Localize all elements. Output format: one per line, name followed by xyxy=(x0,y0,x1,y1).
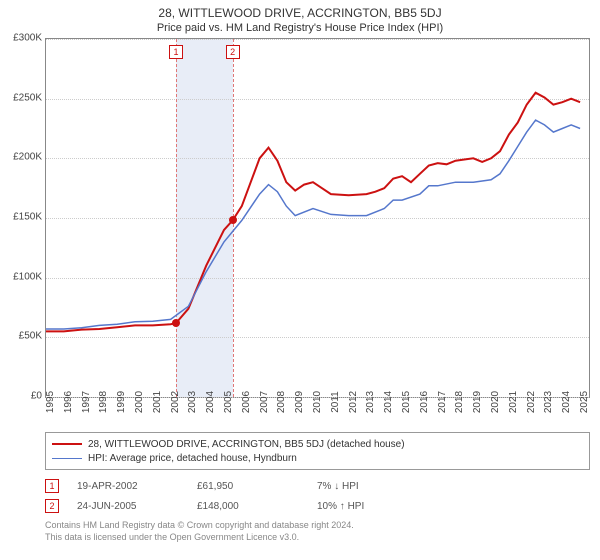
x-tick-label: 2007 xyxy=(259,391,270,413)
sales-row: 2 24-JUN-2005£148,00010% ↑ HPI xyxy=(45,496,590,516)
x-tick-label: 1999 xyxy=(116,391,127,413)
sales-row-date: 24-JUN-2005 xyxy=(77,501,197,512)
sales-row-diff: 10% ↑ HPI xyxy=(317,501,397,512)
x-tick-label: 1996 xyxy=(63,391,74,413)
page-subtitle: Price paid vs. HM Land Registry's House … xyxy=(0,20,600,38)
x-axis: 1995199619971998199920002001200220032004… xyxy=(45,398,590,432)
y-tick-label: £150K xyxy=(0,212,42,223)
legend-label: 28, WITTLEWOOD DRIVE, ACCRINGTON, BB5 5D… xyxy=(88,439,405,450)
footer-line2: This data is licensed under the Open Gov… xyxy=(45,532,590,544)
legend-swatch xyxy=(52,458,82,459)
x-tick-label: 2018 xyxy=(454,391,465,413)
x-tick-label: 2000 xyxy=(134,391,145,413)
footer-attribution: Contains HM Land Registry data © Crown c… xyxy=(45,520,590,543)
x-tick-label: 2012 xyxy=(348,391,359,413)
sales-row-price: £148,000 xyxy=(197,501,317,512)
series-svg xyxy=(46,39,589,397)
x-tick-label: 2001 xyxy=(152,391,163,413)
x-tick-label: 2005 xyxy=(223,391,234,413)
x-tick-label: 2014 xyxy=(383,391,394,413)
x-tick-label: 2003 xyxy=(187,391,198,413)
x-tick-label: 2006 xyxy=(241,391,252,413)
legend-item: HPI: Average price, detached house, Hynd… xyxy=(52,451,583,465)
y-tick-label: £0 xyxy=(0,391,42,402)
sales-row-price: £61,950 xyxy=(197,481,317,492)
x-tick-label: 2009 xyxy=(294,391,305,413)
x-tick-label: 2022 xyxy=(526,391,537,413)
x-tick-label: 2015 xyxy=(401,391,412,413)
legend-swatch xyxy=(52,443,82,445)
footer-line1: Contains HM Land Registry data © Crown c… xyxy=(45,520,590,532)
x-tick-label: 2004 xyxy=(205,391,216,413)
x-tick-label: 2010 xyxy=(312,391,323,413)
x-tick-label: 2016 xyxy=(419,391,430,413)
sales-row-diff: 7% ↓ HPI xyxy=(317,481,397,492)
x-tick-label: 1998 xyxy=(98,391,109,413)
x-tick-label: 2020 xyxy=(490,391,501,413)
legend: 28, WITTLEWOOD DRIVE, ACCRINGTON, BB5 5D… xyxy=(45,432,590,470)
x-tick-label: 2021 xyxy=(508,391,519,413)
sales-row: 1 19-APR-2002£61,9507% ↓ HPI xyxy=(45,476,590,496)
plot-area: 12 xyxy=(45,38,590,398)
series-subject xyxy=(46,93,580,332)
sales-row-date: 19-APR-2002 xyxy=(77,481,197,492)
y-tick-label: £100K xyxy=(0,271,42,282)
x-tick-label: 1997 xyxy=(81,391,92,413)
x-tick-label: 2017 xyxy=(437,391,448,413)
sales-row-marker: 2 xyxy=(45,499,59,513)
x-tick-label: 2013 xyxy=(365,391,376,413)
legend-item: 28, WITTLEWOOD DRIVE, ACCRINGTON, BB5 5D… xyxy=(52,437,583,451)
sales-table: 1 19-APR-2002£61,9507% ↓ HPI 2 24-JUN-2005£… xyxy=(45,476,590,516)
x-tick-label: 2023 xyxy=(543,391,554,413)
x-tick-label: 2019 xyxy=(472,391,483,413)
x-tick-label: 2008 xyxy=(276,391,287,413)
x-tick-label: 1995 xyxy=(45,391,56,413)
x-tick-label: 2024 xyxy=(561,391,572,413)
y-tick-label: £250K xyxy=(0,92,42,103)
x-tick-label: 2011 xyxy=(330,391,341,413)
legend-label: HPI: Average price, detached house, Hynd… xyxy=(88,453,297,464)
page-title: 28, WITTLEWOOD DRIVE, ACCRINGTON, BB5 5D… xyxy=(0,0,600,20)
x-tick-label: 2025 xyxy=(579,391,590,413)
y-tick-label: £200K xyxy=(0,152,42,163)
sales-row-marker: 1 xyxy=(45,479,59,493)
chart-container: 28, WITTLEWOOD DRIVE, ACCRINGTON, BB5 5D… xyxy=(0,0,600,560)
y-tick-label: £300K xyxy=(0,33,42,44)
y-tick-label: £50K xyxy=(0,331,42,342)
x-tick-label: 2002 xyxy=(170,391,181,413)
